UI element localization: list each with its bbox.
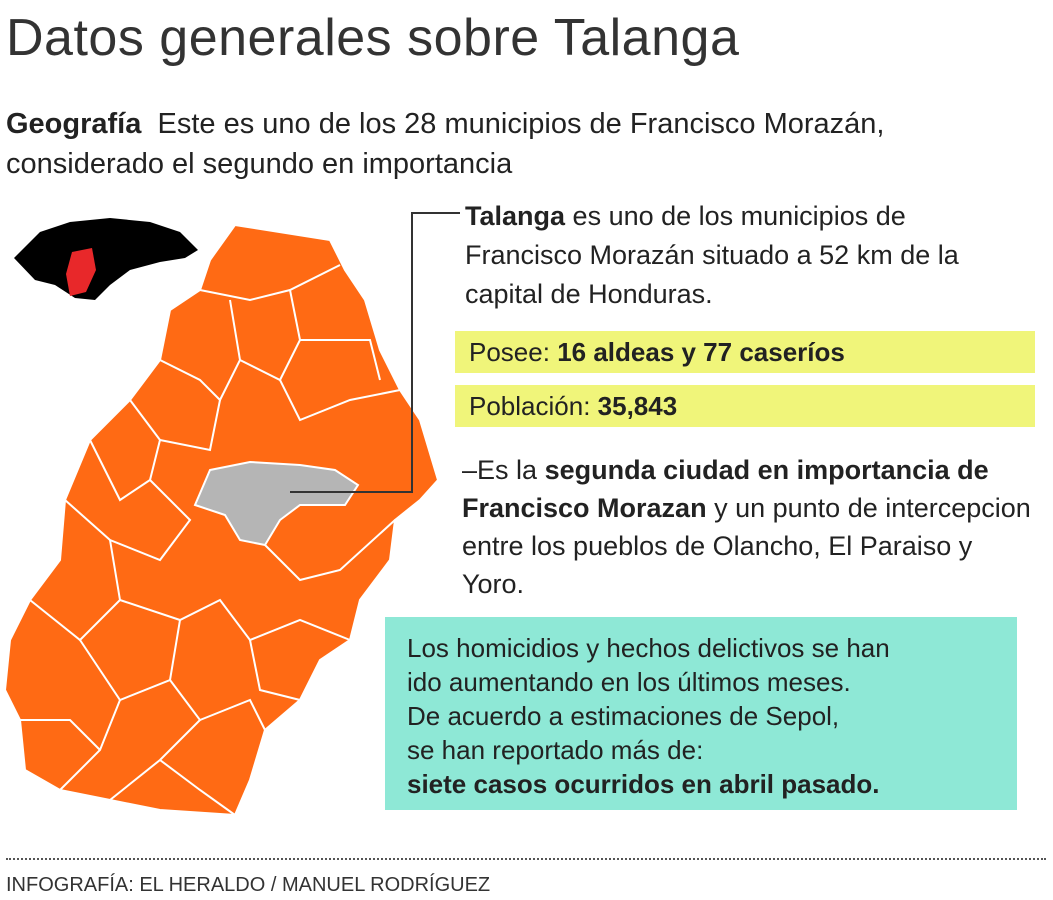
- leader-line-end: [448, 212, 460, 214]
- importance-bold: segunda ciudad en importancia de Francis…: [462, 455, 989, 523]
- crime-line: De acuerdo a estimaciones de Sepol,: [407, 701, 840, 731]
- honduras-silhouette: [14, 218, 198, 300]
- fact-value: 16 aldeas y 77 caseríos: [557, 337, 845, 367]
- leader-line: [290, 212, 448, 493]
- fact-label: Población:: [469, 391, 591, 421]
- intro: Talanga es uno de los municipios de Fran…: [465, 197, 1005, 314]
- geography-label: Geografía: [6, 108, 142, 140]
- crime-line: ido aumentando en los últimos meses.: [407, 667, 851, 697]
- title: Datos generales sobre Talanga: [6, 9, 740, 67]
- crime-box: Los homicidios y hechos delictivos se ha…: [385, 617, 1017, 810]
- credit: INFOGRAFÍA: EL HERALDO / MANUEL RODRÍGUE…: [6, 874, 491, 896]
- importance: –Es la segunda ciudad en importancia de …: [462, 451, 1032, 603]
- divider: [6, 858, 1046, 860]
- district-borders: [20, 264, 401, 816]
- fact-box: Posee: 16 aldeas y 77 caseríos: [455, 331, 1035, 373]
- geography-text: Este es uno de los 28 municipios de Fran…: [6, 108, 885, 180]
- intro-text: es uno de los municipios de Francisco Mo…: [465, 201, 959, 309]
- fact-value: 35,843: [597, 391, 678, 421]
- fact-box: Población: 35,843: [455, 385, 1035, 427]
- intro-bold: Talanga: [465, 201, 566, 231]
- crime-line: se han reportado más de:: [407, 735, 704, 765]
- map: [3, 212, 448, 817]
- geography: Geografía Este es uno de los 28 municipi…: [6, 104, 906, 184]
- talanga-area: [193, 460, 360, 547]
- importance-text: y un punto de intercepcion entre los pue…: [462, 493, 1031, 599]
- fact-label: Posee:: [469, 337, 550, 367]
- region-shape: [3, 223, 440, 817]
- importance-prefix: –Es la: [462, 455, 538, 485]
- francisco-morazan: [66, 248, 96, 296]
- crime-line: Los homicidios y hechos delictivos se ha…: [407, 633, 890, 663]
- crime-bold: siete casos ocurridos en abril pasado.: [407, 769, 880, 799]
